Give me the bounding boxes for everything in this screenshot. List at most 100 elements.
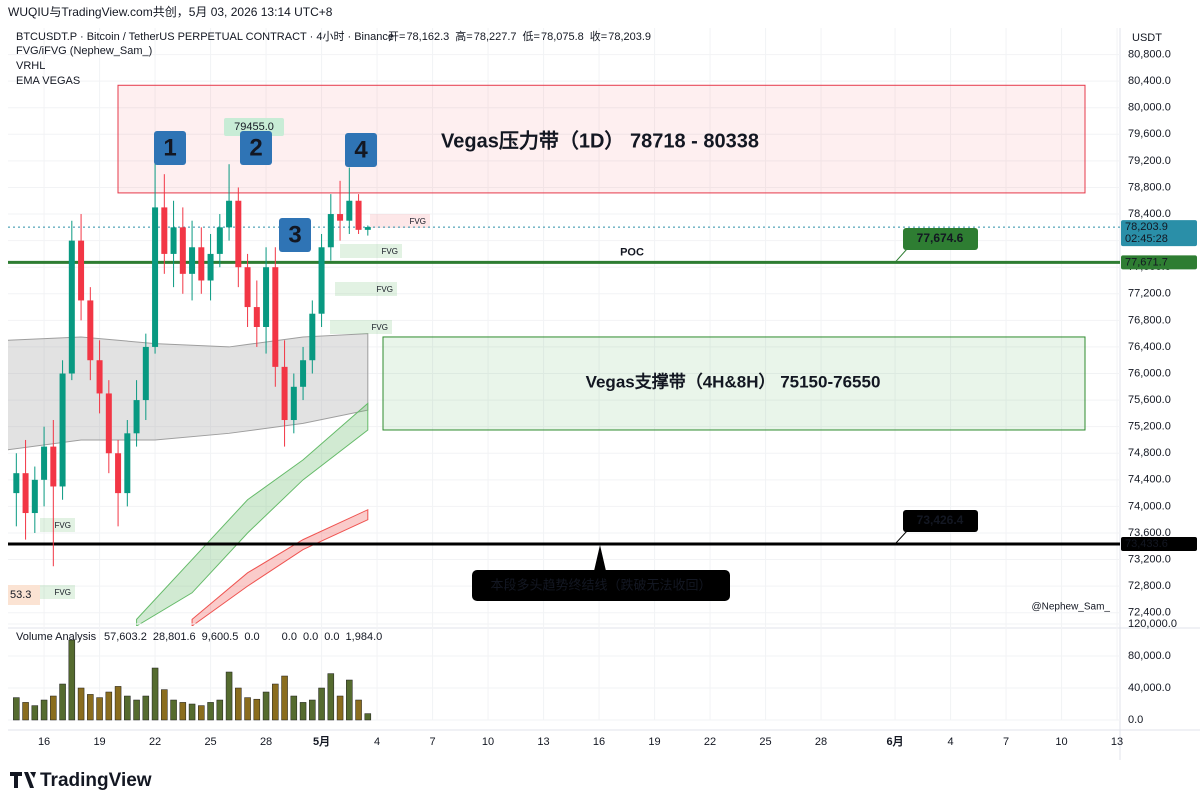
volume-readout: 1,984.0 [346, 631, 383, 643]
volume-bar [327, 673, 335, 721]
volume-tick-label: 40,000.0 [1128, 682, 1171, 694]
candle-body [226, 200, 233, 228]
badge [154, 131, 186, 165]
candle-body [41, 446, 48, 480]
partial-label: 53.3 [10, 589, 31, 601]
x-tick-label: 4 [374, 736, 380, 748]
volume-tick-label: 120,000.0 [1128, 618, 1177, 630]
y-tick-label: 74,800.0 [1128, 447, 1171, 459]
candle-body [337, 214, 344, 221]
x-tick-label: 28 [260, 736, 272, 748]
y-tick-label: 80,000.0 [1128, 102, 1171, 114]
x-tick-label: 7 [429, 736, 435, 748]
candle-body [318, 247, 325, 314]
top-caption: WUQIU与TradingView.com共创，5月 03, 2026 13:1… [8, 5, 333, 19]
callout-leader [894, 530, 908, 545]
level-name: POC [620, 246, 644, 258]
y-tick-label: 78,400.0 [1128, 208, 1171, 220]
ema-band [191, 508, 369, 626]
ohlc-value: 78,227.7 [474, 31, 517, 43]
plot-layer [8, 160, 1120, 721]
fvg-box [330, 320, 392, 334]
y-tick-label: 76,000.0 [1128, 367, 1171, 379]
x-tick-label: 22 [149, 736, 161, 748]
volume-bar [59, 683, 66, 721]
note-pointer [594, 545, 606, 571]
candle-body [253, 307, 260, 327]
partial-tag [8, 585, 40, 605]
badge [240, 131, 272, 165]
x-tick-label: 4 [947, 736, 953, 748]
candle-body [105, 393, 112, 454]
y-tick-label: 73,600.0 [1128, 527, 1171, 539]
volume-bar [207, 702, 214, 721]
fvg-box [40, 518, 75, 532]
badge-number: 4 [354, 136, 368, 163]
volume-readout: 0.0 [324, 631, 339, 643]
candle-body [78, 240, 85, 301]
volume-bar [364, 713, 372, 721]
x-tick-label: 5月 [313, 735, 330, 748]
y-tick-label: 76,800.0 [1128, 314, 1171, 326]
x-tick-label: 22 [704, 736, 716, 748]
volume-bar [13, 697, 20, 721]
ohlc-key: 高= [455, 29, 472, 43]
volume-bar [309, 699, 316, 721]
y-tick-label: 78,800.0 [1128, 181, 1171, 193]
fvg-label: FVG [410, 217, 426, 226]
volume-bar [355, 699, 362, 721]
volume-bar [281, 675, 288, 721]
volume-bar [299, 702, 307, 721]
peak-label: 79455.0 [234, 121, 274, 133]
badge [279, 218, 311, 252]
volume-bar [262, 691, 270, 721]
y-tick-label: 76,400.0 [1128, 341, 1171, 353]
candle-body [152, 207, 159, 347]
x-tick-label: 28 [815, 736, 827, 748]
callout-box [903, 228, 978, 250]
volume-bar [50, 695, 57, 721]
y-tick-label: 72,800.0 [1128, 580, 1171, 592]
volume-bar [198, 705, 205, 721]
candle-body [189, 247, 196, 274]
candle-body [290, 386, 297, 421]
volume-bar [216, 699, 224, 721]
candle-body [59, 373, 66, 487]
volume-bar [96, 697, 103, 721]
candle-body [31, 479, 38, 514]
fvg-box [370, 214, 430, 228]
candle-body [235, 200, 242, 268]
x-tick-label: 7 [1003, 736, 1009, 748]
volume-bar [225, 671, 233, 721]
y-tick-label: 75,600.0 [1128, 394, 1171, 406]
volume-readout: 0.0 [303, 631, 318, 643]
y-tick-label: 79,200.0 [1128, 155, 1171, 167]
badge-number: 1 [163, 134, 176, 161]
x-tick-label: 13 [1111, 736, 1123, 748]
volume-title: Volume Analysis [16, 631, 97, 643]
volume-bar [272, 683, 279, 721]
candle-body [115, 453, 122, 494]
volume-bar [77, 687, 85, 721]
x-tick-label: 16 [593, 736, 605, 748]
candle-body [198, 247, 205, 281]
volume-bar [346, 679, 353, 721]
candle-body [161, 207, 168, 254]
ohlc-value: 78,203.9 [608, 31, 651, 43]
ohlc-key: 收= [590, 29, 607, 43]
volume-bar [235, 687, 242, 721]
y-tick-label: 80,800.0 [1128, 48, 1171, 60]
badge-number: 2 [249, 134, 262, 161]
volume-bar [151, 667, 159, 721]
candle-body [309, 313, 316, 361]
y-tick-label: 74,000.0 [1128, 500, 1171, 512]
ohlc-key: 低= [523, 30, 540, 43]
x-tick-label: 10 [1055, 736, 1067, 748]
axis-price-tag [1121, 220, 1197, 247]
x-tick-label: 25 [204, 736, 216, 748]
x-tick-label: 19 [648, 736, 660, 748]
y-tick-label: 74,400.0 [1128, 474, 1171, 486]
candle-body [179, 227, 186, 274]
watermark: @Nephew_Sam_ [1031, 602, 1110, 613]
